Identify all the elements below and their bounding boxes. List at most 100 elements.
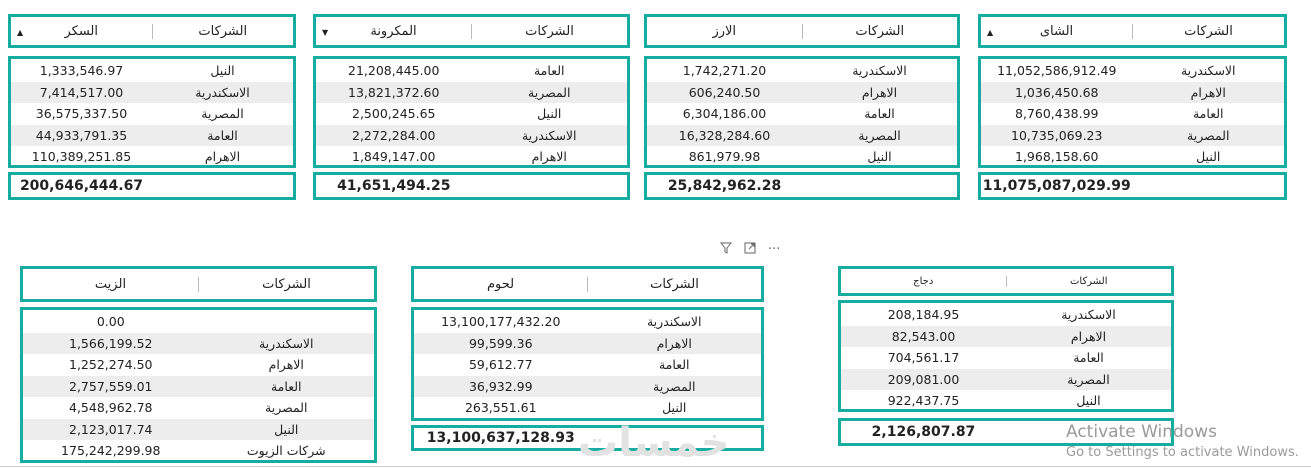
visual-header: ··· [719,242,781,258]
table-body: 0.00 1,566,199.52 الاسكندرية 1,252,274.50 ال… [20,307,377,463]
cell-company: العامة [270,378,302,394]
table-row[interactable]: 2,272,284.00 الاسكندرية [316,124,627,146]
table-body: 21,208,445.00 العامة 13,821,372.60 المصرية 2… [313,56,630,168]
cell-company: المصرية [528,84,571,100]
cell-value: 1,742,271.20 [682,63,767,79]
column-header-value[interactable]: ▲ الشاى [981,23,1133,39]
cell-company: المصرية [1187,127,1230,143]
table-row[interactable]: 1,252,274.50 الاهرام [23,354,374,376]
column-header-companies[interactable]: الشركات [1007,276,1172,287]
table-row[interactable]: 861,979.98 النيل [647,146,957,168]
table-row[interactable]: 13,821,372.60 المصرية [316,81,627,103]
column-header-companies-label: الشركات [262,276,311,292]
column-header-companies[interactable]: الشركات [803,24,958,39]
table-body: 208,184.95 الاسكندرية 82,543.00 الاهرام 704,… [838,300,1174,412]
cell-company: الاهرام [268,357,304,373]
table-row[interactable]: 1,742,271.20 الاسكندرية [647,60,957,82]
table-row[interactable]: 44,933,791.35 العامة [11,124,293,146]
sort-descending-icon[interactable]: ▼ [322,28,329,37]
activation-title: Activate Windows [1066,422,1217,442]
column-header-value[interactable]: ▼ المكرونة [316,23,472,39]
table-row[interactable]: 16,328,284.60 المصرية [647,124,957,146]
table-visual-oil[interactable]: الزيت الشركات 0.00 1,566,199.52 الاسكندرية 1,… [20,266,377,463]
table-row[interactable]: 0.00 [23,311,374,333]
table-visual-sugar[interactable]: ▲ السكر الشركات 1,333,546.97 النيل 7,414,517.… [8,14,296,200]
table-row[interactable]: 59,612.77 العامة [414,354,761,376]
column-header-companies-label: الشركات [525,23,574,39]
total-value: 41,651,494.25 [337,178,451,194]
column-header-value[interactable]: الزيت [23,276,199,292]
cell-value: 263,551.61 [464,400,537,416]
table-row[interactable]: 1,036,450.68 الاهرام [981,81,1284,103]
table-header: ▲ السكر الشركات [8,14,296,48]
column-header-companies[interactable]: الشركات [472,24,627,39]
column-header-value[interactable]: دجاج [841,275,1007,287]
table-row[interactable]: 4,548,962.78 المصرية [23,397,374,419]
table-row[interactable]: 7,414,517.00 الاسكندرية [11,81,293,103]
table-row[interactable]: 922,437.75 النيل [841,390,1171,412]
table-header: لحوم الشركات [411,266,764,302]
table-row[interactable]: 2,500,245.65 النيل [316,103,627,125]
sort-ascending-icon[interactable]: ▲ [987,28,994,37]
column-header-value-label: لحوم [486,276,515,292]
column-header-value-label: المكرونة [370,23,417,39]
column-header-companies[interactable]: الشركات [588,277,761,292]
table-row[interactable]: 209,081.00 المصرية [841,368,1171,390]
cell-company: العامة [533,63,565,79]
cell-value: 2,757,559.01 [69,378,153,394]
column-header-value[interactable]: لحوم [414,276,588,292]
table-row[interactable]: 6,304,186.00 العامة [647,103,957,125]
cell-company: المصرية [1067,371,1110,387]
table-row[interactable]: 2,123,017.74 النيل [23,418,374,440]
table-row[interactable]: 175,242,299.98 شركات الزيوت [23,440,374,462]
cell-company: الاهرام [204,149,241,165]
column-header-value[interactable]: ▲ السكر [11,23,153,39]
table-row[interactable]: 1,968,158.60 النيل [981,146,1284,168]
focus-mode-icon[interactable] [744,242,756,258]
table-row[interactable]: 13,100,177,432.20 الاسكندرية [414,311,761,333]
table-visual-tea[interactable]: ▲ الشاى الشركات 11,052,586,912.49 الاسكندرية… [978,14,1287,200]
table-visual-rice[interactable]: الارز الشركات 1,742,271.20 الاسكندرية 606,24… [644,14,960,200]
cell-value: 1,036,450.68 [1015,84,1099,100]
table-row[interactable]: 1,849,147.00 الاهرام [316,146,627,168]
table-row[interactable]: 10,735,069.23 المصرية [981,124,1284,146]
column-header-companies[interactable]: الشركات [153,24,294,39]
cell-company: العامة [1192,106,1224,122]
table-visual-meat[interactable]: لحوم الشركات 13,100,177,432.20 الاسكندرية 99… [411,266,764,451]
table-row[interactable]: 21,208,445.00 العامة [316,60,627,82]
table-visual-pasta[interactable]: ▼ المكرونة الشركات 21,208,445.00 العامة 13,82… [313,14,630,200]
table-row[interactable]: 11,052,586,912.49 الاسكندرية [981,60,1284,82]
table-row[interactable]: 2,757,559.01 العامة [23,375,374,397]
column-header-companies[interactable]: الشركات [1133,24,1284,39]
column-header-companies[interactable]: الشركات [199,277,374,292]
table-body: 13,100,177,432.20 الاسكندرية 99,599.36 الاه… [411,307,764,421]
cell-value: 208,184.95 [887,307,960,323]
more-options-icon[interactable]: ··· [768,242,781,257]
filter-icon[interactable] [719,242,733,258]
cell-value: 1,333,546.97 [39,63,124,79]
table-row[interactable]: 704,561.17 العامة [841,347,1171,369]
column-header-value[interactable]: الارز [647,23,803,39]
table-row[interactable]: 82,543.00 الاهرام [841,325,1171,347]
table-row[interactable]: 1,566,199.52 الاسكندرية [23,332,374,354]
column-header-companies-label: الشركات [198,23,248,39]
cell-company: النيل [662,400,687,416]
sort-ascending-icon[interactable]: ▲ [17,28,24,37]
table-visual-chicken[interactable]: دجاج الشركات 208,184.95 الاسكندرية 82,543.00… [838,266,1174,446]
table-row[interactable]: 36,932.99 المصرية [414,375,761,397]
table-row[interactable]: 606,240.50 الاهرام [647,81,957,103]
table-row[interactable]: 110,389,251.85 الاهرام [11,146,293,168]
column-header-companies-label: الشركات [1184,23,1233,39]
cell-value: 922,437.75 [887,393,960,409]
cell-value: 36,575,337.50 [35,106,128,122]
cell-value: 11,052,586,912.49 [997,63,1117,79]
cell-value: 99,599.36 [468,335,533,351]
table-row[interactable]: 99,599.36 الاهرام [414,332,761,354]
table-row[interactable]: 36,575,337.50 المصرية [11,103,293,125]
table-row[interactable]: 208,184.95 الاسكندرية [841,304,1171,326]
table-row[interactable]: 8,760,438.99 العامة [981,103,1284,125]
cell-value: 13,100,177,432.20 [441,314,561,330]
table-row[interactable]: 263,551.61 النيل [414,397,761,419]
column-header-value-label: الزيت [94,276,127,292]
table-row[interactable]: 1,333,546.97 النيل [11,60,293,82]
